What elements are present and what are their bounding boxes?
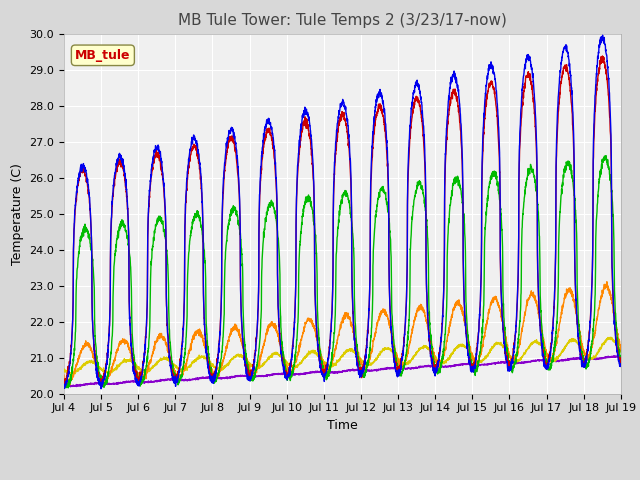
Title: MB Tule Tower: Tule Temps 2 (3/23/17-now): MB Tule Tower: Tule Temps 2 (3/23/17-now… (178, 13, 507, 28)
Y-axis label: Temperature (C): Temperature (C) (11, 163, 24, 264)
Legend: Tul2_Tw+2, Tul2_Ts-2, Tul2_Ts-4, Tul2_Ts-8, Tul2_Ts-16, Tul2_Ts-32: Tul2_Tw+2, Tul2_Ts-2, Tul2_Ts-4, Tul2_Ts… (62, 476, 623, 480)
X-axis label: Time: Time (327, 419, 358, 432)
Text: MB_tule: MB_tule (75, 49, 131, 62)
